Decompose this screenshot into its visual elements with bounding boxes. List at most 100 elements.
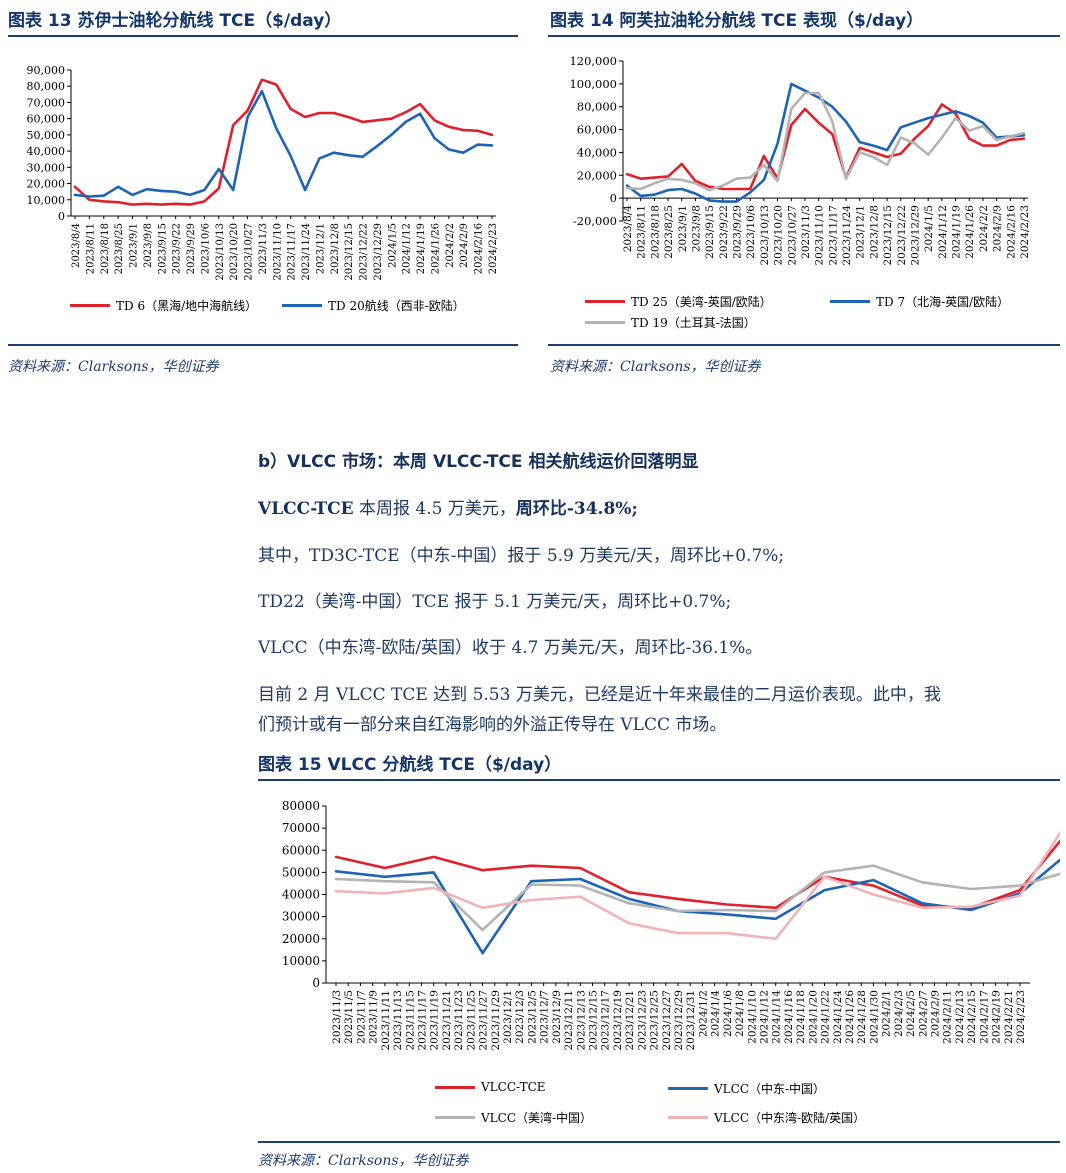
x-tick-label: 2023/12/15 [344,223,355,281]
y-tick-label: 120,000 [569,54,617,68]
x-tick-label: 2023/12/11 [563,990,575,1051]
y-tick-label: 100,000 [569,77,617,91]
paragraph-line-2: 其中，TD3C-TCE（中东-中国）报于 5.9 万美元/天，周环比+0.7%; [258,546,785,566]
fig13-bottom-rule [8,344,518,346]
x-tick-label: 2024/1/22 [820,990,832,1044]
fig14-bottom-rule [548,344,1060,346]
x-tick-label: 2023/11/11 [380,990,392,1051]
y-tick-label: 0 [610,191,617,205]
series-line-2 [334,864,1060,932]
y-tick-label: 40,000 [27,145,66,158]
fig15-legend-vlcc-tce: VLCC-TCE [435,1080,546,1094]
fig15-source: 资料来源：Clarksons，华创证券 [258,1153,469,1169]
x-tick-label: 2024/1/10 [746,990,758,1044]
y-tick-label: 60,000 [27,113,66,126]
x-tick-label: 2023/9/22 [718,205,730,259]
fig15-top-rule [258,779,1060,781]
fig13-legend-td20: TD 20航线（西非-欧陆） [282,297,465,314]
x-tick-label: 2023/11/5 [343,990,355,1044]
x-tick-label: 2023/12/29 [373,223,384,281]
y-tick-label: 30,000 [27,161,66,174]
series-line-0 [334,839,1060,910]
x-tick-label: 2023/11/9 [368,990,380,1044]
paragraph-line-3: TD22（美湾-中国）TCE 报于 5.1 万美元/天，周环比+0.7%; [258,592,732,612]
y-tick-label: -20,000 [573,214,617,228]
y-tick-label: 30000 [282,910,320,924]
x-tick-label: 2024/2/11 [942,990,954,1044]
y-tick-label: 20000 [282,932,320,946]
x-tick-label: 2023/10/20 [773,205,785,266]
y-tick-label: 50000 [282,865,320,879]
x-tick-label: 2024/1/26 [430,223,441,274]
x-tick-label: 2023/11/24 [301,223,312,281]
fig14-source: 资料来源：Clarksons，华创证券 [550,359,761,375]
x-tick-label: 2023/11/7 [355,990,367,1044]
legend-label-td6: TD 6（黑海/地中海航线） [116,299,258,313]
legend-label-td25: TD 25（美湾-英国/欧陆） [631,295,772,309]
x-tick-label: 2024/1/12 [937,205,949,259]
x-tick-label: 2024/2/17 [978,990,990,1044]
fig15-legend-vlcc-meg-europe: VLCC（中东湾-欧陆/英国） [668,1109,865,1126]
x-tick-label: 2023/8/25 [663,205,675,259]
x-tick-label: 2023/11/10 [272,223,283,281]
section-heading: b）VLCC 市场：本周 VLCC-TCE 相关航线运价回落明显 [258,452,699,472]
legend-label-td7: TD 7（北海-英国/欧陆） [876,295,1010,309]
x-tick-label: 2023/11/15 [404,990,416,1051]
x-tick-label: 2024/1/24 [832,990,844,1044]
legend-swatch-td20 [282,304,322,307]
y-tick-label: 10000 [282,954,320,968]
fig15-title: 图表 15 VLCC 分航线 TCE（$/day） [258,755,562,775]
x-tick-label: 2023/10/27 [786,205,798,266]
x-tick-label: 2023/12/19 [612,990,624,1051]
x-tick-label: 2024/1/20 [807,990,819,1044]
paragraph-line-1: VLCC-TCE 本周报 4.5 万美元，周环比-34.8%; [258,494,638,519]
y-tick-label: 0 [312,976,320,990]
fig15-legend-vlcc-me-china: VLCC（中东-中国） [668,1080,825,1097]
x-tick-label: 2024/1/14 [771,990,783,1044]
x-tick-label: 2024/2/23 [488,223,499,274]
fig14-top-rule [548,35,1060,37]
x-tick-label: 2024/1/5 [387,223,398,268]
x-tick-label: 2023/12/9 [551,990,563,1044]
x-tick-label: 2023/10/27 [244,223,255,281]
x-tick-label: 2023/9/1 [129,223,140,268]
x-tick-label: 2024/1/2 [697,990,709,1037]
x-tick-label: 2024/1/4 [710,990,722,1037]
x-tick-label: 2024/1/19 [416,223,427,274]
x-tick-label: 2023/9/8 [690,205,702,252]
x-tick-label: 2023/11/19 [429,990,441,1051]
x-tick-label: 2023/8/4 [71,223,82,268]
x-tick-label: 2024/2/13 [954,990,966,1044]
series-line-2 [625,91,1026,192]
x-tick-label: 2023/12/29 [673,990,685,1051]
paragraph-line-6: 们预计或有一部分来自红海影响的外溢正传导在 VLCC 市场。 [258,715,727,735]
x-tick-label: 2023/11/17 [417,990,429,1051]
series-line-0 [625,103,1026,191]
x-tick-label: 2023/12/5 [526,990,538,1044]
legend-label-vlcc-me-china: VLCC（中东-中国） [714,1082,826,1096]
y-tick-label: 80000 [282,799,320,813]
x-tick-label: 2024/1/30 [868,990,880,1044]
x-tick-label: 2024/1/6 [722,990,734,1037]
fig13-top-rule [8,35,518,37]
x-tick-label: 2023/9/29 [732,205,744,259]
y-tick-label: 40000 [282,888,320,902]
x-tick-label: 2024/1/12 [402,223,413,274]
x-tick-label: 2024/1/5 [923,205,935,252]
x-tick-label: 2023/9/1 [677,205,689,252]
x-tick-label: 2023/12/15 [882,205,894,266]
x-tick-label: 2024/2/9 [992,205,1004,252]
x-tick-label: 2023/12/1 [855,205,867,259]
x-tick-label: 2023/12/29 [909,205,921,266]
x-tick-label: 2024/2/2 [445,223,456,268]
x-tick-label: 2023/12/23 [636,990,648,1051]
fig14-title: 图表 14 阿芙拉油轮分航线 TCE 表现（$/day） [550,11,924,31]
y-tick-label: 70,000 [27,96,66,109]
x-tick-label: 2023/10/13 [215,223,226,281]
legend-swatch-td7 [830,300,870,303]
x-tick-label: 2023/11/29 [490,990,502,1051]
fig13-title: 图表 13 苏伊士油轮分航线 TCE（$/day） [8,11,342,31]
x-tick-label: 2023/10/6 [745,205,757,259]
x-tick-label: 2024/1/8 [734,990,746,1037]
fig15-chart: 0 10000 20000 30000 40000 50000 60000 70000 8000… [282,799,1060,1051]
